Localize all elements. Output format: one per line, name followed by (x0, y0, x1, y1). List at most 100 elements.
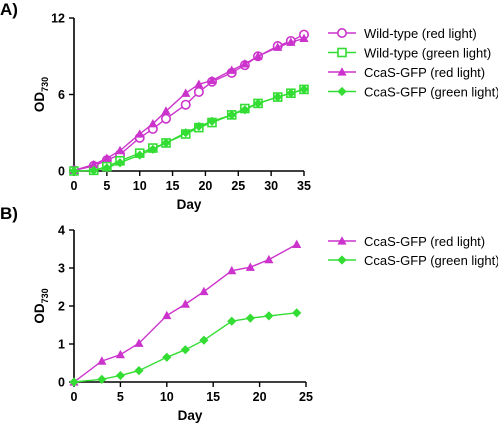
triangle-marker (181, 88, 191, 97)
legend-item: CcaS-GFP (red light) (328, 234, 485, 249)
circle-open-marker (180, 99, 191, 110)
x-tick-label: 25 (299, 390, 313, 404)
legend-item: CcaS-GFP (green light) (328, 85, 498, 100)
diamond-marker (115, 158, 125, 168)
y-tick-label: 0 (58, 165, 65, 179)
diamond-marker (245, 313, 255, 323)
diamond-marker (240, 105, 250, 115)
x-tick-label: 5 (103, 179, 110, 193)
triangle-marker (135, 129, 145, 138)
diamond-marker (286, 88, 296, 98)
x-axis-label: Day (177, 197, 202, 212)
x-tick-label: 5 (117, 390, 124, 404)
series-0 (69, 239, 302, 386)
square-open-marker (337, 47, 347, 58)
diamond-marker (69, 377, 79, 387)
y-axis-label-subscript: 730 (40, 77, 50, 92)
panel-label: A) (0, 0, 18, 19)
triangle-marker (207, 75, 217, 85)
y-tick-label: 2 (58, 300, 65, 314)
triangle-marker (97, 356, 107, 365)
diamond-marker (273, 92, 283, 102)
triangle-marker (273, 42, 283, 51)
circle-open-marker (336, 27, 347, 38)
diamond-marker (69, 166, 79, 176)
panel-a: A) 0 5 10 15 20 25 30 35 0 6 12 Day OD730 Wild-type (r… (0, 0, 498, 212)
legend-item: Wild-type (green light) (328, 46, 491, 61)
x-tick-label: 10 (160, 390, 174, 404)
legend-label: CcaS-GFP (red light) (364, 234, 485, 249)
legend-label: CcaS-GFP (red light) (364, 65, 485, 80)
diamond-marker (253, 98, 263, 109)
triangle-marker (337, 67, 347, 76)
diamond-marker (162, 352, 172, 362)
triangle-marker (292, 239, 302, 249)
x-tick-label: 15 (166, 179, 180, 193)
triangle-marker (194, 79, 204, 88)
y-axis-label-subscript: 730 (40, 288, 50, 303)
diamond-marker (102, 163, 112, 173)
diamond-marker (181, 128, 191, 138)
y-axis-label: OD730 (32, 288, 50, 323)
triangle-marker (264, 254, 274, 264)
y-tick-label: 3 (58, 262, 65, 276)
diamond-marker (207, 116, 217, 126)
triangle-marker (299, 33, 309, 42)
diamond-marker (337, 86, 347, 97)
legend-label: Wild-type (green light) (364, 46, 491, 61)
legend-item: CcaS-GFP (green light) (328, 253, 498, 268)
diamond-marker (180, 345, 190, 355)
y-axis-label: OD730 (32, 77, 50, 112)
panel-label: B) (0, 204, 18, 223)
triangle-marker (162, 310, 172, 320)
diamond-marker (227, 316, 237, 326)
triangle-marker (240, 59, 250, 68)
diamond-marker (264, 311, 274, 321)
y-tick-label: 4 (58, 224, 65, 238)
series-line (73, 37, 305, 172)
x-tick-label: 0 (71, 390, 78, 404)
triangle-marker (245, 262, 255, 271)
y-tick-label: 6 (58, 88, 65, 102)
panel-b: B) 0 5 10 15 20 25 0 1 2 3 4 Day OD730 CcaS-GFP (red l… (0, 204, 498, 423)
x-tick-label: 10 (133, 179, 147, 193)
series-3 (69, 84, 309, 176)
diamond-marker (161, 138, 171, 148)
triangle-marker (115, 145, 125, 155)
legend-item: Wild-type (red light) (328, 26, 477, 41)
series-0 (69, 29, 309, 176)
y-tick-label: 1 (58, 338, 65, 352)
x-tick-label: 20 (253, 390, 267, 404)
triangle-marker (199, 286, 209, 296)
x-axis-label: Day (178, 408, 203, 423)
triangle-marker (227, 265, 237, 275)
x-tick-label: 0 (71, 179, 78, 193)
triangle-marker (134, 338, 144, 347)
y-axis-label-main: OD (32, 303, 47, 324)
y-tick-label: 12 (51, 12, 65, 26)
circle-open-marker (193, 86, 204, 97)
triangle-marker (180, 299, 190, 308)
diamond-marker (292, 308, 302, 318)
diamond-marker (199, 335, 209, 345)
legend-label: CcaS-GFP (green light) (364, 253, 498, 268)
triangle-marker (227, 65, 237, 74)
triangle-marker (161, 106, 171, 115)
triangle-marker (286, 37, 296, 46)
diamond-marker (227, 110, 237, 120)
diamond-marker (89, 165, 99, 175)
triangle-marker (148, 119, 158, 128)
diamond-marker (299, 84, 309, 94)
x-tick-label: 30 (264, 179, 278, 193)
y-axis-label-main: OD (32, 92, 47, 113)
diamond-marker (97, 374, 107, 384)
triangle-marker (89, 159, 99, 169)
x-tick-label: 25 (231, 179, 245, 193)
x-tick-label: 15 (206, 390, 220, 404)
triangle-marker (115, 349, 125, 359)
diamond-marker (148, 144, 158, 154)
diamond-marker (135, 150, 145, 160)
legend-label: CcaS-GFP (green light) (364, 85, 498, 100)
legend-label: Wild-type (red light) (364, 26, 477, 41)
x-tick-label: 20 (198, 179, 212, 193)
